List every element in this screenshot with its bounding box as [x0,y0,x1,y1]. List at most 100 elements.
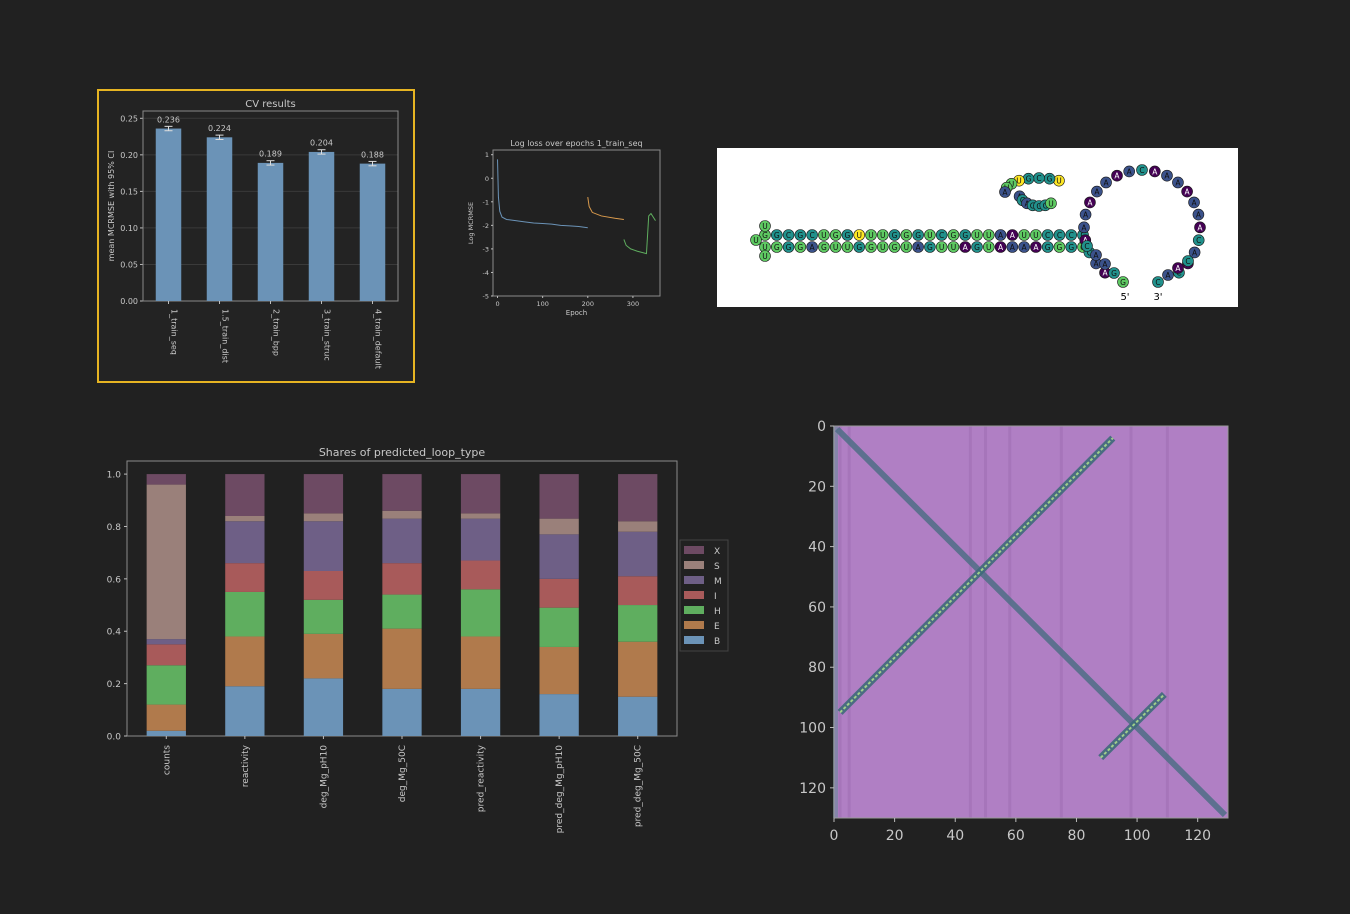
cv-ytick-label: 0.20 [120,151,138,160]
rna-nucleotide [1065,229,1078,241]
rna-nucleotide [1194,221,1206,234]
shares-bar-segment [382,688,422,736]
rna-nucleotide-label: G [797,243,803,252]
rna-nucleotide-label: A [1103,178,1109,187]
shares-xtick-label: deg_Mg_pH10 [319,745,329,809]
cv-xtick-label: 4_train_default [374,309,383,369]
rna-nucleotide-label: A [1191,198,1197,207]
rna-nucleotide-label: A [1093,259,1099,268]
cv-bar [308,151,335,301]
cv-xtick-label: 1_train_seq [170,309,179,355]
cv-results-chart[interactable]: CV results 0.00 0.05 0.10 0.15 0.20 0.25 mean M… [97,89,415,383]
shares-bar-segment [382,563,422,595]
heatmap-xtick-label: 100 [1124,828,1151,844]
rna-nucleotide [1045,197,1057,210]
rna-nucleotide-label: U [753,236,759,245]
log-loss-chart: Log loss over epochs 1_train_seq 1 0 -1 -2 -3… [460,134,665,319]
rna-nucleotide-label: A [998,243,1004,252]
rna-nucleotide-label: U [1021,231,1027,240]
rna-nucleotide-label: C [1057,231,1062,240]
loss-ytick-label: 1 [485,151,489,159]
rna-nucleotide-label: U [1009,180,1015,189]
rna-nucleotide [888,241,901,253]
rna-nucleotide-label: G [903,231,909,240]
cv-ylabel: mean MCRMSE with 95% CI [107,151,116,262]
rna-nucleotide [806,241,818,253]
rna-nucleotide-label: A [1102,269,1108,278]
rna-nucleotide-label: U [845,243,851,252]
rna-nucleotide [770,241,783,253]
shares-bar-segment [303,521,344,571]
rna-nucleotide-label: G [856,243,862,252]
rna-nucleotide [1161,169,1173,182]
loss-xtick-label: 300 [627,300,639,308]
rna-nucleotide [853,241,866,253]
rna-nucleotide-label: G [1111,269,1117,278]
cv-ytick-label: 0.15 [120,187,138,196]
rna-nucleotide [865,241,877,253]
rna-nucleotide [1091,185,1103,198]
shares-bar-segment [225,521,265,564]
base-pair-heatmap-svg: 0 20 40 60 80 100 120 0 20 40 60 80 100 120 [799,419,1229,844]
rna-nucleotide-label: A [1165,271,1171,280]
rna-nucleotide [971,229,983,241]
rna-nucleotide-label: U [856,231,862,240]
shares-bar-segment [382,628,422,689]
rna-nucleotide [959,241,972,253]
loss-ytick-label: -3 [483,245,489,253]
rna-nucleotide-label: U [1056,177,1062,186]
cv-xtick-label: 3_train_struc [323,309,332,361]
rna-nucleotide-label: A [1022,243,1028,252]
rna-nucleotide-label: A [1152,167,1158,176]
shares-legend-label: M [714,577,722,587]
rna-nucleotide-label: C [1045,231,1050,240]
loop-type-shares-svg: Shares of predicted_loop_type 0.0 0.2 0.4 0.… [107,446,729,833]
shares-bar-segment [618,474,658,522]
loss-xtick-label: 100 [536,300,548,308]
rna-nucleotide-label: A [1175,264,1181,273]
loss-ytick-label: 0 [485,175,489,183]
rna-nucleotide [1162,269,1174,281]
rna-nucleotide-label: G [1026,175,1032,184]
rna-nucleotide-label: A [1114,172,1120,181]
rna-nucleotide [999,186,1011,198]
loss-xlabel: Epoch [566,309,587,317]
rna-nucleotide-label: U [880,243,886,252]
rna-nucleotide [818,241,830,253]
rna-nucleotide-label: G [1045,243,1051,252]
loss-title: Log loss over epochs 1_train_seq [510,139,642,148]
shares-bar-segment [460,513,501,519]
shares-bar-segment [539,694,579,736]
rna-nucleotide-label: G [927,243,933,252]
shares-bar-segment [146,484,186,640]
rna-nucleotide [900,241,913,253]
cv-xtick-label: 2_train_bpp [272,309,281,356]
rna-nucleotide [829,229,842,241]
rna-nucleotide [794,241,807,253]
shares-bar-segment [539,607,579,647]
shares-legend-label: H [714,607,721,617]
rna-nucleotide [1182,255,1194,267]
cv-value-label: 0.189 [259,150,282,159]
rna-nucleotide-label: A [810,243,816,252]
rna-nucleotide [900,229,913,241]
rna-nucleotide-label: C [786,231,791,240]
shares-bar-segment [146,639,186,645]
rna-nucleotide [1006,241,1019,253]
rna-nucleotide [1079,208,1092,221]
heatmap-xtick-label: 0 [830,828,839,844]
shares-bar-segment [382,474,422,511]
rna-nucleotide-label: U [904,243,910,252]
shares-bar-segment [225,474,265,516]
rna-nucleotide [1018,241,1030,253]
rna-nucleotide [1018,229,1030,241]
rna-nucleotide [1065,241,1078,253]
rna-nucleotide [947,241,960,253]
rna-nucleotide [1108,267,1120,279]
shares-bar-segment [460,636,501,689]
log-loss-svg: Log loss over epochs 1_train_seq 1 0 -1 -2 -3… [467,139,661,317]
cv-ytick-label: 0.00 [120,297,138,306]
rna-nucleotide-label: A [1083,211,1089,220]
cv-value-label: 0.188 [361,150,384,159]
rna-nucleotide-label: A [1010,231,1016,240]
